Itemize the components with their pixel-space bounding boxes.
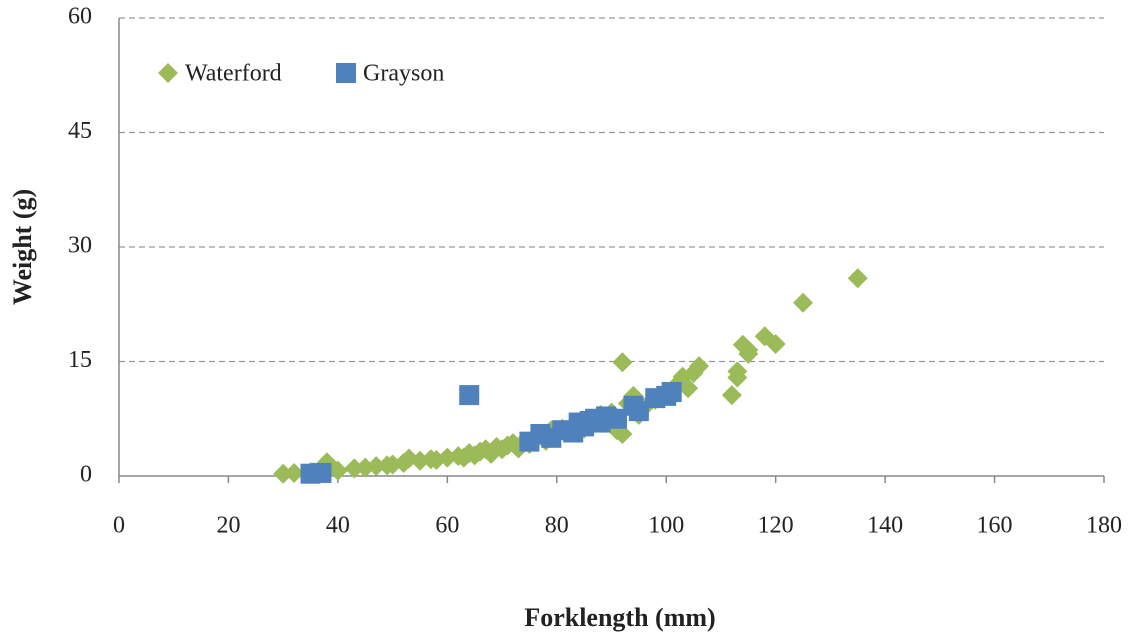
point xyxy=(612,424,633,445)
point xyxy=(273,463,294,484)
x-tick-label: 100 xyxy=(648,513,684,539)
y-tick-label: 15 xyxy=(68,347,92,373)
y-tick-label: 60 xyxy=(68,4,92,30)
y-tick-label: 45 xyxy=(68,118,92,144)
legend-marker xyxy=(336,63,356,83)
legend-label: Grayson xyxy=(363,61,444,87)
x-tick-label: 160 xyxy=(977,513,1013,539)
point xyxy=(628,401,649,422)
x-tick-label: 0 xyxy=(113,513,125,539)
x-tick-label: 120 xyxy=(758,513,794,539)
point xyxy=(612,352,633,373)
x-tick-label: 20 xyxy=(216,513,240,539)
point xyxy=(284,462,305,483)
point xyxy=(678,378,699,399)
point xyxy=(721,385,742,406)
y-tick-label: 0 xyxy=(80,462,92,488)
point xyxy=(765,333,786,354)
point xyxy=(606,408,627,429)
x-tick-label: 180 xyxy=(1086,513,1122,539)
y-tick-label: 30 xyxy=(68,233,92,259)
point xyxy=(327,460,348,481)
point xyxy=(738,340,759,361)
point xyxy=(689,356,710,377)
x-tick-label: 140 xyxy=(867,513,903,539)
x-tick-label: 80 xyxy=(545,513,569,539)
point xyxy=(366,456,387,477)
x-tick-label: 40 xyxy=(326,513,350,539)
point xyxy=(459,385,480,406)
x-tick-label: 60 xyxy=(435,513,459,539)
point xyxy=(847,268,868,289)
x-axis-title: Forklength (mm) xyxy=(524,603,715,632)
point xyxy=(727,361,748,382)
point xyxy=(661,382,682,403)
point xyxy=(344,458,365,479)
point xyxy=(793,292,814,313)
y-axis-title: Weight (g) xyxy=(8,189,37,305)
legend-label: Waterford xyxy=(185,61,282,87)
point xyxy=(311,462,332,483)
legend-marker xyxy=(158,63,178,83)
